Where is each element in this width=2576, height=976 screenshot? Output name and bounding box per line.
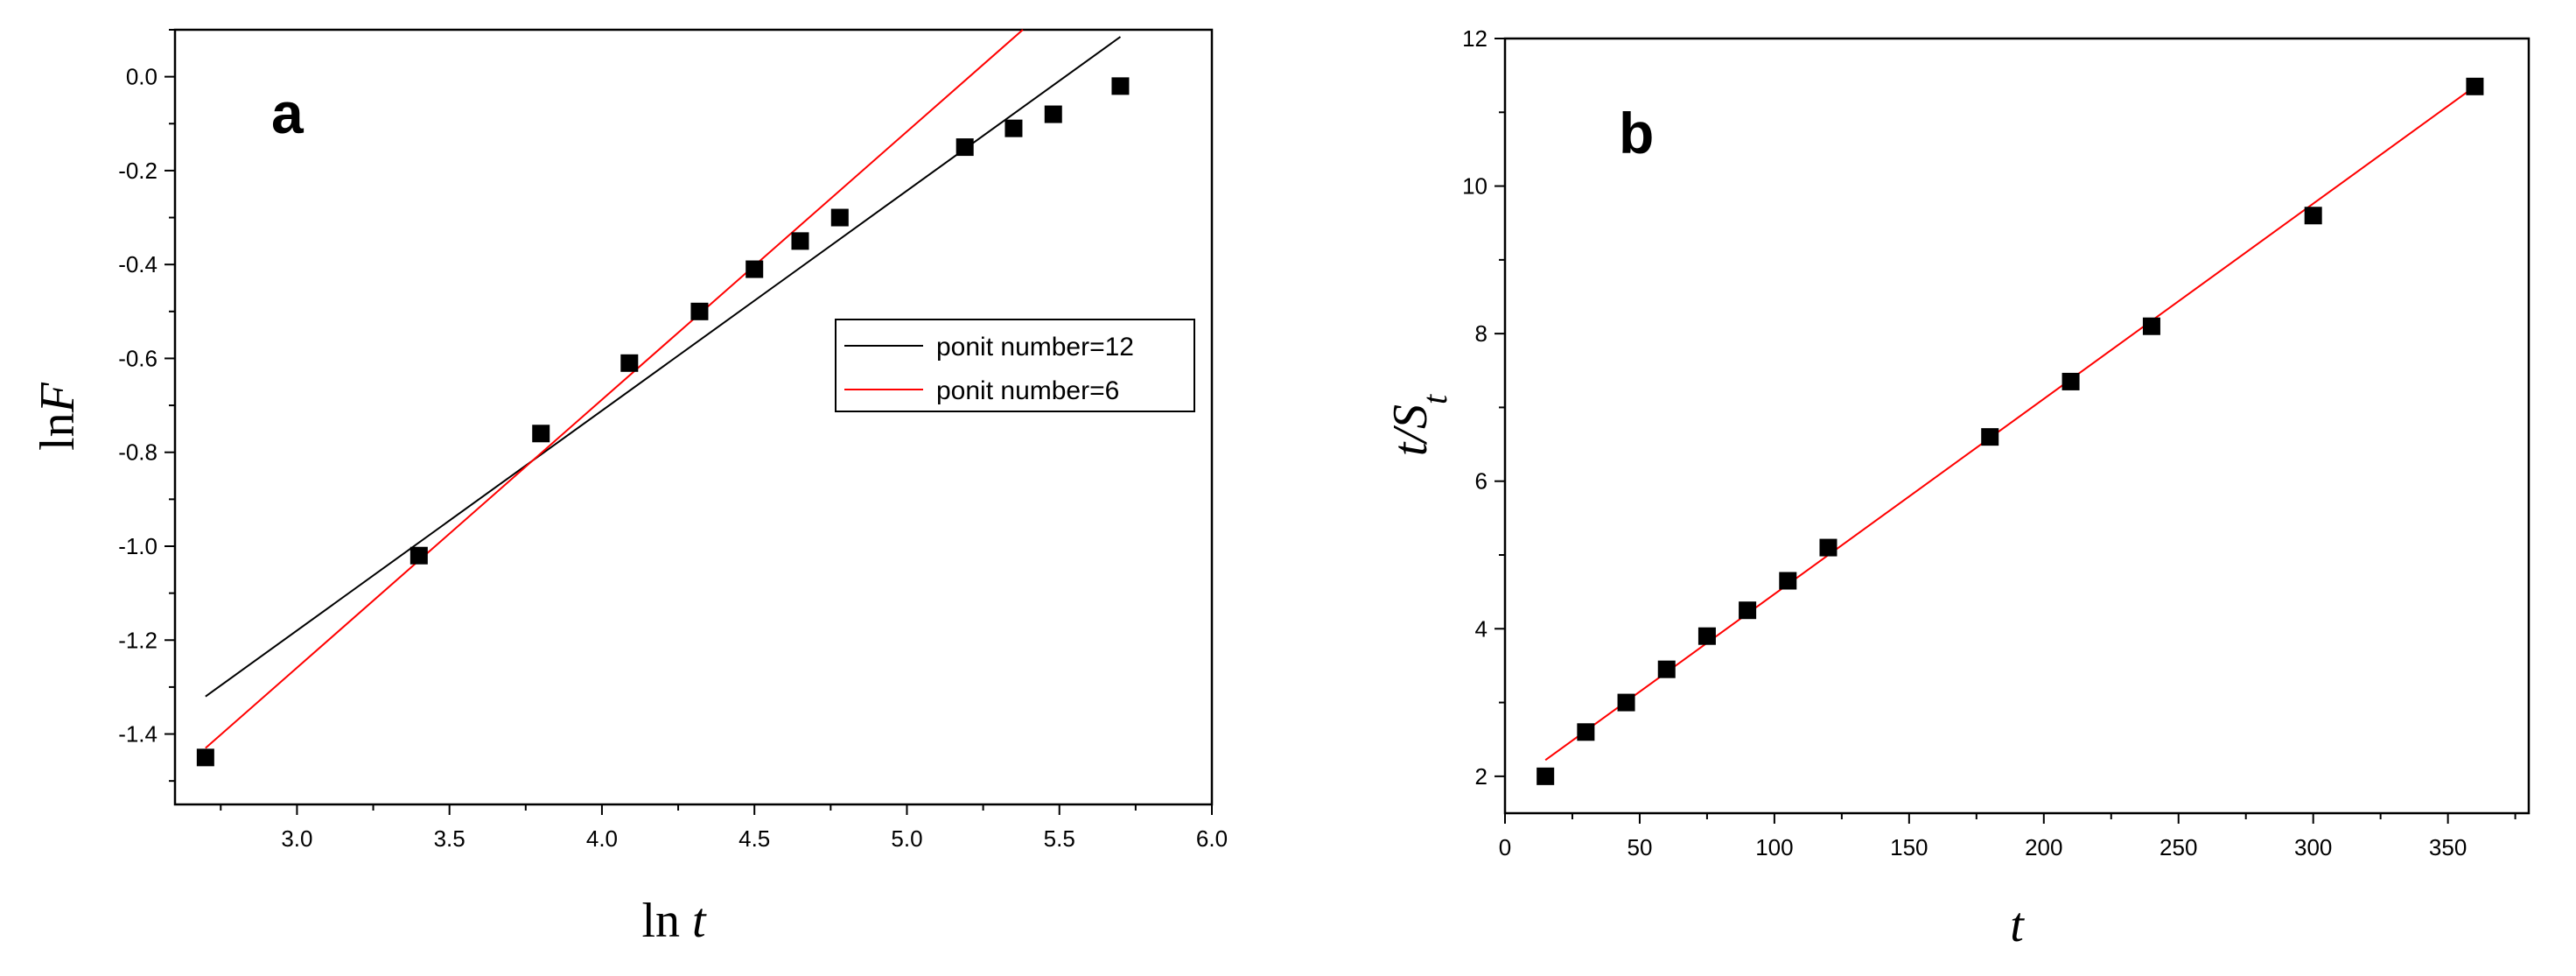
y-tick-label: 4	[1475, 615, 1488, 642]
x-tick-label: 50	[1627, 834, 1652, 860]
data-point	[196, 748, 214, 767]
plot-frame-b	[1503, 37, 2530, 815]
legend-a: ponit number=12 ponit number=6	[835, 319, 1195, 412]
data-point	[2062, 372, 2080, 390]
x-tick-label: 250	[2160, 834, 2197, 860]
data-point	[690, 302, 709, 320]
x-tick-label: 3.0	[281, 825, 312, 852]
y-tick-label: 12	[1462, 25, 1488, 52]
y-axis-title-b-sub: t	[1415, 394, 1454, 404]
x-axis-title-a: ln t	[641, 894, 707, 948]
y-axis-title-a-var: F	[31, 382, 85, 413]
data-point	[956, 138, 974, 157]
chart-panel-a: 3.0 3.5 4.0 4.5 5.0 5.5 6.0 0.0 -0.2 -0.4 -0.6 -0.8…	[31, 28, 1228, 948]
data-point	[1617, 693, 1635, 712]
data-point	[532, 425, 550, 443]
y-tick-label: 0.0	[126, 64, 158, 90]
data-point	[410, 546, 428, 565]
data-point	[1819, 538, 1838, 557]
y-axis-title-a: lnF	[31, 382, 85, 451]
x-tick-label: 300	[2294, 834, 2332, 860]
y-tick-label: 2	[1475, 763, 1488, 790]
y-axis-title-a-prefix: ln	[31, 412, 85, 451]
x-tick-label: 350	[2429, 834, 2467, 860]
y-tick-label: 10	[1462, 173, 1488, 200]
legend-label-6: ponit number=6	[936, 376, 1119, 405]
panel-letter-a: a	[271, 81, 304, 145]
legend-box-a	[835, 319, 1195, 412]
data-point	[620, 354, 639, 372]
data-point	[2142, 317, 2160, 335]
data-point	[2466, 77, 2484, 95]
x-tick-label: 200	[2025, 834, 2062, 860]
x-tick-label: 3.5	[434, 825, 466, 852]
data-point	[1779, 572, 1797, 590]
y-tick-label: -0.8	[118, 439, 158, 466]
y-tick-label: -1.4	[118, 721, 158, 748]
data-point	[1111, 77, 1130, 95]
data-point	[1698, 627, 1716, 645]
data-point	[1657, 660, 1676, 678]
x-tick-label: 5.5	[1044, 825, 1075, 852]
x-tick-label: 100	[1755, 834, 1793, 860]
x-tick-label: 0	[1499, 834, 1511, 860]
x-axis-title-a-prefix: ln	[641, 894, 692, 948]
data-point	[1577, 723, 1595, 741]
y-tick-label: -0.4	[118, 251, 158, 277]
data-point	[830, 208, 849, 227]
x-tick-label: 4.5	[738, 825, 770, 852]
data-point	[791, 232, 809, 250]
tick-group-b: 0 50 100 150 200 250 300 350 2 4 6 8 10 12	[1462, 25, 2516, 860]
x-axis-title-b: t	[2010, 898, 2025, 952]
legend-label-12: ponit number=12	[936, 333, 1134, 362]
y-axis-title-b: t/St	[1383, 394, 1454, 456]
fit-lines-b	[1544, 85, 2476, 762]
y-tick-label: -0.2	[118, 158, 158, 184]
data-point	[1536, 767, 1555, 785]
y-tick-label: 8	[1475, 320, 1488, 347]
data-point	[746, 260, 764, 278]
y-tick-label: -1.2	[118, 627, 158, 653]
fit-line-b-0	[1544, 85, 2476, 762]
x-axis-title-a-var: t	[692, 894, 707, 948]
plot-frame-a	[173, 28, 1214, 806]
data-points-b	[1536, 77, 2484, 785]
data-point	[1739, 601, 1757, 620]
x-tick-label: 6.0	[1196, 825, 1228, 852]
fit-line-a-1	[205, 29, 1024, 749]
panel-letter-b: b	[1619, 101, 1654, 165]
y-axis-title-b-main: t/S	[1383, 404, 1438, 456]
data-point	[1981, 428, 1999, 446]
x-tick-label: 5.0	[891, 825, 922, 852]
y-tick-label: 6	[1475, 468, 1488, 495]
y-tick-label: -1.0	[118, 533, 158, 559]
tick-group-a: 3.0 3.5 4.0 4.5 5.0 5.5 6.0 0.0 -0.2 -0.4 -0.6 -0.8…	[118, 29, 1228, 852]
x-tick-label: 4.0	[586, 825, 618, 852]
data-point	[2304, 207, 2322, 225]
data-point	[1004, 119, 1023, 137]
data-point	[1044, 105, 1062, 123]
data-points-a	[196, 77, 1130, 767]
y-tick-label: -0.6	[118, 345, 158, 371]
x-tick-label: 150	[1890, 834, 1928, 860]
